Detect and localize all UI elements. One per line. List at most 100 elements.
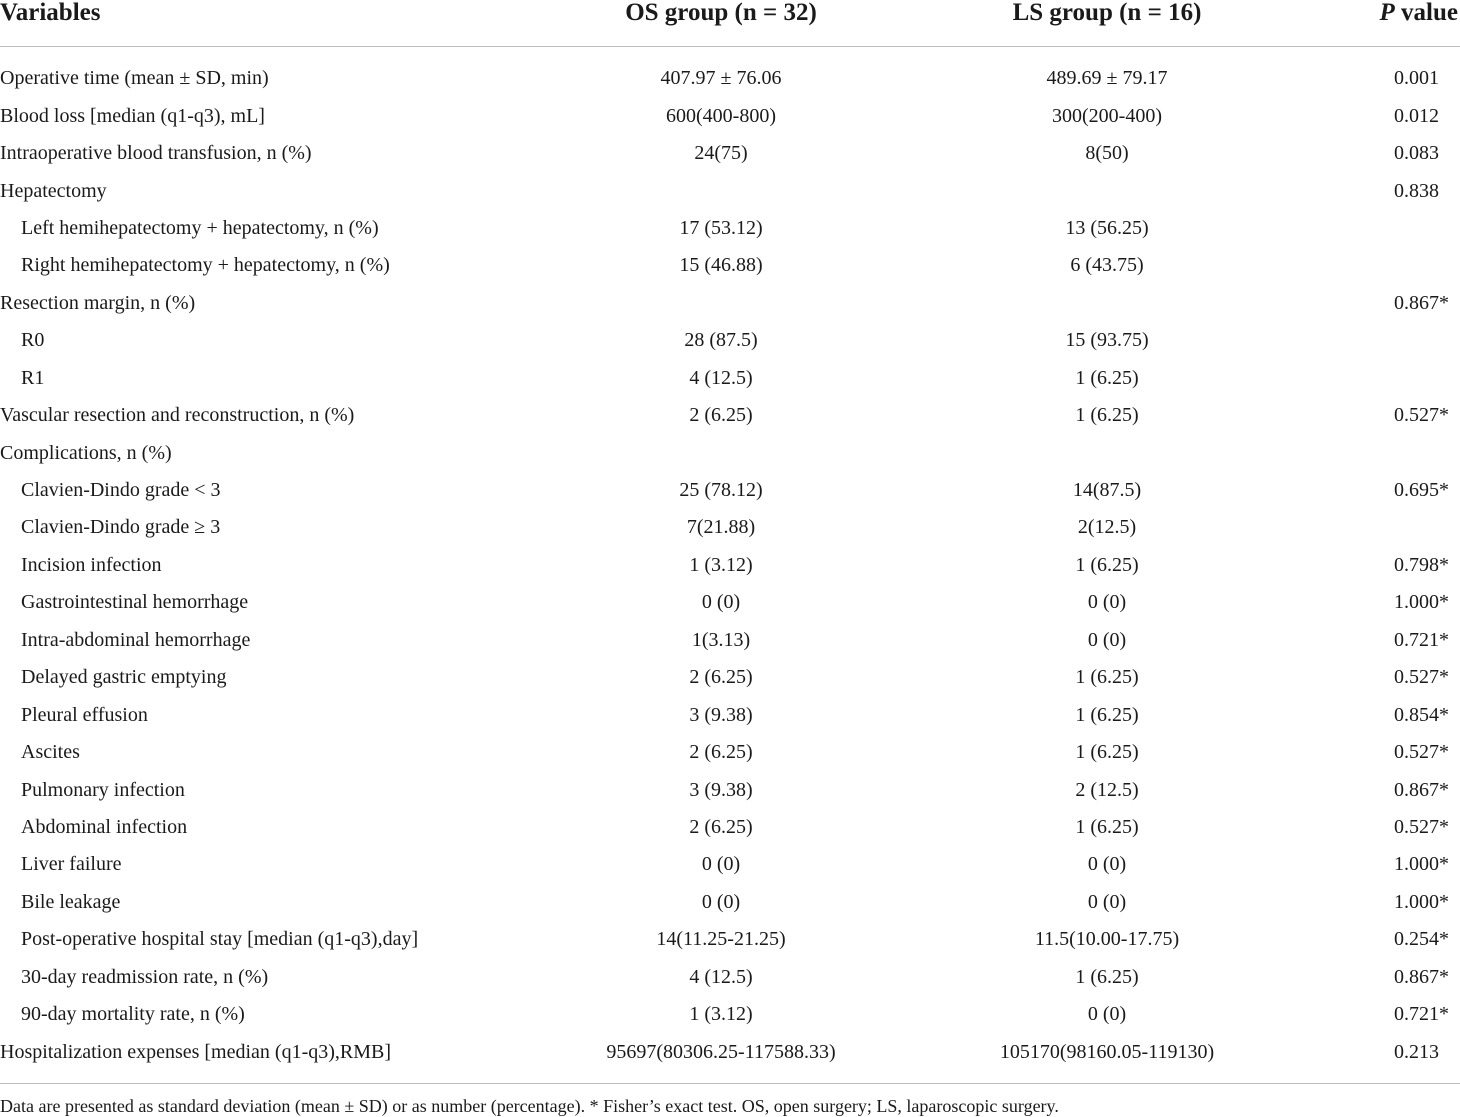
table-row: Operative time (mean ± SD, min) 407.97 ± … [0, 59, 1460, 96]
cell-variable: Left hemihepatectomy + hepatectomy, n (%… [21, 216, 379, 239]
cell-p-value: 0.838 [1394, 179, 1439, 202]
cell-p-value: 0.213 [1394, 1040, 1439, 1063]
cell-variable: Ascites [21, 741, 80, 764]
cell-p-value: 0.083 [1394, 142, 1439, 165]
cell-ls-group: 0 (0) [1087, 853, 1127, 876]
header-p-rest: value [1394, 0, 1458, 26]
cell-variable: Pleural effusion [21, 703, 148, 726]
table-row: Abdominal infection 2 (6.25) 1 (6.25) 0.527… [0, 808, 1460, 845]
header-p-value: P value [1380, 0, 1458, 26]
table-row: Hospitalization expenses [median (q1-q3)… [0, 1033, 1460, 1070]
table-row: Pleural effusion 3 (9.38) 1 (6.25) 0.854* [0, 696, 1460, 733]
cell-variable: Vascular resection and reconstruction, n… [0, 404, 355, 427]
cell-p-value: 0.012 [1394, 104, 1439, 127]
cell-ls-group: 1 (6.25) [1075, 553, 1139, 576]
cell-ls-group: 1 (6.25) [1075, 703, 1139, 726]
cell-variable: Resection margin, n (%) [0, 291, 196, 314]
cell-os-group: 600(400-800) [666, 104, 776, 127]
cell-p-value: 0.695* [1394, 479, 1449, 501]
cell-variable: Intra-abdominal hemorrhage [21, 628, 251, 651]
table-row: Vascular resection and reconstruction, n… [0, 396, 1460, 433]
table-row: Intra-abdominal hemorrhage 1(3.13) 0 (0) 0.… [0, 621, 1460, 658]
cell-ls-group: 105170(98160.05-119130) [999, 1040, 1215, 1063]
table-row: Resection margin, n (%) 0.867* [0, 284, 1460, 321]
cell-os-group: 1 (3.12) [689, 553, 753, 576]
cell-p-value: 1.000* [1394, 890, 1449, 913]
table-row: 90-day mortality rate, n (%) 1 (3.12) 0 (0… [0, 995, 1460, 1032]
cell-p-value: 0.527* [1394, 666, 1449, 689]
cell-os-group: 407.97 ± 76.06 [660, 67, 782, 90]
cell-os-group: 0 (0) [701, 591, 741, 614]
cell-ls-group: 11.5(10.00-17.75) [1034, 928, 1180, 951]
cell-ls-group: 489.69 ± 79.17 [1046, 67, 1168, 90]
cell-variable: Hospitalization expenses [median (q1-q3)… [0, 1040, 392, 1063]
table-body: Operative time (mean ± SD, min) 407.97 ± … [0, 47, 1460, 1070]
table-row: 30-day readmission rate, n (%) 4 (12.5) 1 … [0, 958, 1460, 995]
cell-p-value: 0.867* [1394, 778, 1449, 801]
cell-ls-group: 15 (93.75) [1065, 329, 1149, 352]
table-row: Clavien-Dindo grade ≥ 3 7(21.88) 2(12.5) [0, 509, 1460, 546]
cell-ls-group: 14(87.5) [1072, 479, 1142, 501]
table-row: Gastrointestinal hemorrhage 0 (0) 0 (0) 1.0… [0, 584, 1460, 621]
cell-os-group: 0 (0) [701, 853, 741, 876]
table-header: Variables OS group (n = 32) LS group (n … [0, 0, 1460, 47]
cell-os-group: 4 (12.5) [689, 965, 753, 988]
table-row: Complications, n (%) [0, 434, 1460, 471]
cell-variable: Clavien-Dindo grade < 3 [21, 479, 221, 501]
cell-p-value: 1.000* [1394, 591, 1449, 614]
table-footnote: Data are presented as standard deviation… [0, 1096, 1059, 1116]
cell-os-group: 95697(80306.25-117588.33) [606, 1040, 836, 1063]
cell-os-group: 2 (6.25) [689, 741, 753, 764]
cell-variable: Bile leakage [21, 890, 121, 913]
header-os-group: OS group (n = 32) [625, 0, 817, 26]
cell-variable: 30-day readmission rate, n (%) [21, 965, 269, 988]
cell-variable: Complications, n (%) [0, 441, 172, 464]
cell-variable: Pulmonary infection [21, 778, 185, 801]
cell-os-group: 4 (12.5) [689, 366, 753, 389]
cell-os-group: 14(11.25-21.25) [656, 928, 786, 951]
cell-variable: Post-operative hospital stay [median (q1… [21, 928, 419, 951]
header-p-letter: P [1379, 0, 1395, 26]
cell-variable: R0 [21, 329, 45, 352]
table-row: Left hemihepatectomy + hepatectomy, n (%… [0, 209, 1460, 246]
cell-variable: Incision infection [21, 553, 162, 576]
cell-p-value: 0.527* [1394, 815, 1449, 838]
cell-os-group: 1(3.13) [691, 628, 751, 651]
cell-os-group: 3 (9.38) [689, 703, 753, 726]
cell-p-value: 0.721* [1394, 628, 1449, 651]
cell-ls-group: 1 (6.25) [1075, 404, 1139, 427]
table-row: R1 4 (12.5) 1 (6.25) [0, 359, 1460, 396]
cell-variable: Clavien-Dindo grade ≥ 3 [21, 516, 221, 539]
cell-variable: Operative time (mean ± SD, min) [0, 67, 269, 90]
cell-variable: Hepatectomy [0, 179, 107, 202]
cell-p-value: 0.867* [1394, 291, 1449, 314]
cell-os-group: 2 (6.25) [689, 404, 753, 427]
cell-ls-group: 8(50) [1085, 142, 1129, 165]
cell-p-value: 0.001 [1394, 67, 1439, 90]
cell-variable: Abdominal infection [21, 815, 188, 838]
table-row: Bile leakage 0 (0) 0 (0) 1.000* [0, 883, 1460, 920]
cell-p-value: 0.527* [1394, 404, 1449, 427]
cell-p-value: 0.254* [1394, 928, 1449, 951]
table-row: Clavien-Dindo grade < 3 25 (78.12) 14(87.5… [0, 471, 1460, 508]
cell-os-group: 7(21.88) [686, 516, 756, 539]
cell-variable: Right hemihepatectomy + hepatectomy, n (… [21, 254, 390, 277]
table-row: Hepatectomy 0.838 [0, 172, 1460, 209]
cell-p-value: 0.798* [1394, 553, 1449, 576]
table-bottom-rule [0, 1083, 1460, 1084]
cell-p-value: 0.854* [1394, 703, 1449, 726]
table-row: Incision infection 1 (3.12) 1 (6.25) 0.798* [0, 546, 1460, 583]
cell-ls-group: 1 (6.25) [1075, 741, 1139, 764]
cell-ls-group: 0 (0) [1087, 628, 1127, 651]
cell-ls-group: 0 (0) [1087, 1003, 1127, 1026]
table-row: Post-operative hospital stay [median (q1… [0, 921, 1460, 958]
table-row: Delayed gastric emptying 2 (6.25) 1 (6.25)… [0, 658, 1460, 695]
table-row: Blood loss [median (q1-q3), mL] 600(400-8… [0, 97, 1460, 134]
table-row: R0 28 (87.5) 15 (93.75) [0, 322, 1460, 359]
cell-os-group: 2 (6.25) [689, 666, 753, 689]
cell-variable: R1 [21, 366, 45, 389]
cell-ls-group: 0 (0) [1087, 890, 1127, 913]
cell-os-group: 24(75) [694, 142, 748, 165]
cell-ls-group: 2 (12.5) [1075, 778, 1139, 801]
cell-ls-group: 1 (6.25) [1075, 965, 1139, 988]
